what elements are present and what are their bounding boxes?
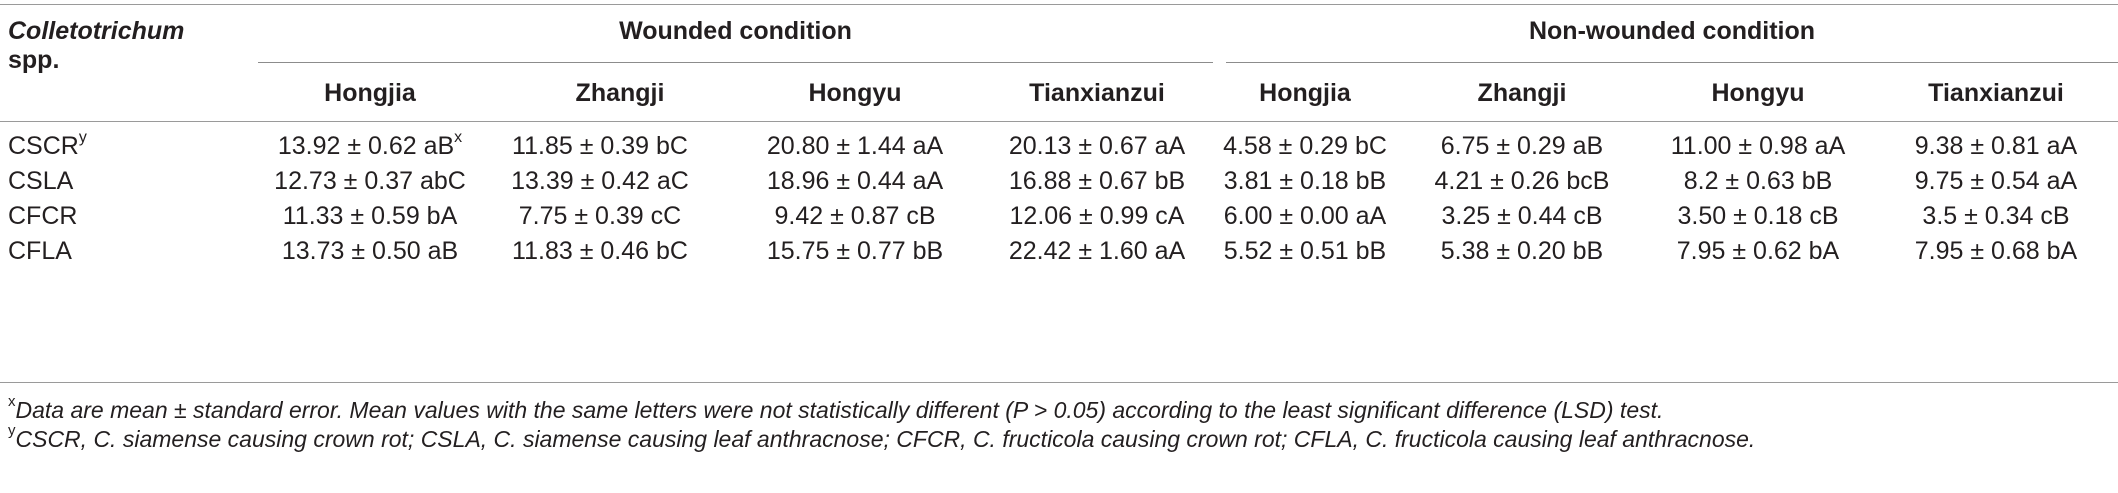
table-cell: 8.2 ± 0.63 bB — [1648, 166, 1868, 196]
table-cell: 6.75 ± 0.29 aB — [1412, 131, 1632, 161]
table-cell: 9.42 ± 0.87 cB — [735, 201, 975, 231]
table-cell-value: 16.88 ± 0.67 bB — [1008, 167, 1186, 195]
footnote-x-text: Data are mean ± standard error. Mean val… — [15, 397, 1664, 423]
table-cell-value: 7.75 ± 0.39 cC — [518, 202, 682, 230]
group-header-non-wounded: Non-wounded condition — [1528, 17, 1816, 45]
row-label-cfla: CFLA — [8, 236, 72, 266]
table-cell-value: 15.75 ± 0.77 bB — [766, 237, 944, 265]
table-cell-value: 3.50 ± 0.18 cB — [1677, 202, 1839, 230]
table-cell-value: 11.33 ± 0.59 bA — [282, 202, 458, 230]
table-cell-value: 9.42 ± 0.87 cB — [774, 202, 936, 230]
non-wounded-group-rule — [1226, 62, 2118, 63]
column-header-hongjia-non-wounded: Hongjia — [1259, 79, 1351, 107]
table-cell: 11.00 ± 0.98 aA — [1648, 131, 1868, 161]
table-bottom-rule — [0, 382, 2118, 383]
table-cell: 9.38 ± 0.81 aA — [1881, 131, 2111, 161]
row-label-text: CFLA — [8, 237, 72, 265]
table-cell: 11.83 ± 0.46 bC — [480, 236, 720, 266]
table-cell: 3.5 ± 0.34 cB — [1881, 201, 2111, 231]
table-cell-value: 6.75 ± 0.29 aB — [1440, 132, 1604, 160]
table-cell-value: 6.00 ± 0.00 aA — [1223, 202, 1387, 230]
row-label-text: CSCR — [8, 132, 79, 160]
table-cell: 7.95 ± 0.68 bA — [1881, 236, 2111, 266]
column-header-zhangji-wounded: Zhangji — [575, 79, 665, 107]
table-cell: 22.42 ± 1.60 aA — [977, 236, 1217, 266]
group-header-wounded: Wounded condition — [619, 17, 852, 45]
table-cell-value: 13.92 ± 0.62 aB — [277, 132, 455, 160]
table-cell: 13.92 ± 0.62 aBx — [250, 128, 490, 161]
table-cell: 9.75 ± 0.54 aA — [1881, 166, 2111, 196]
table-cell-value: 13.39 ± 0.42 aC — [511, 167, 689, 195]
table-cell-value: 20.13 ± 0.67 aA — [1008, 132, 1186, 160]
table-cell-value: 5.38 ± 0.20 bB — [1440, 237, 1604, 265]
table-cell-value: 4.58 ± 0.29 bC — [1223, 132, 1387, 160]
table-cell-value: 4.21 ± 0.26 bcB — [1434, 167, 1610, 195]
wounded-group-rule — [258, 62, 1213, 63]
table-cell-value: 7.95 ± 0.68 bA — [1914, 237, 2078, 265]
table-cell: 13.73 ± 0.50 aB — [250, 236, 490, 266]
table-cell-value: 3.81 ± 0.18 bB — [1223, 167, 1387, 195]
table-cell: 3.50 ± 0.18 cB — [1648, 201, 1868, 231]
footnote-y-text: CSCR, C. siamense causing crown rot; CSL… — [15, 426, 1756, 452]
table-cell: 5.38 ± 0.20 bB — [1412, 236, 1632, 266]
table-cell: 7.75 ± 0.39 cC — [480, 201, 720, 231]
table-cell-value: 3.5 ± 0.34 cB — [1922, 202, 2070, 230]
table-cell: 20.80 ± 1.44 aA — [735, 131, 975, 161]
table-cell-value: 13.73 ± 0.50 aB — [281, 237, 459, 265]
table-cell: 7.95 ± 0.62 bA — [1648, 236, 1868, 266]
footnote-mark-y: y — [8, 422, 16, 440]
table-cell-value: 11.00 ± 0.98 aA — [1670, 132, 1846, 160]
table-cell-value: 7.95 ± 0.62 bA — [1676, 237, 1840, 265]
table-cell-value: 11.85 ± 0.39 bC — [512, 132, 688, 160]
row-label-csla: CSLA — [8, 166, 73, 196]
table-cell: 3.25 ± 0.44 cB — [1412, 201, 1632, 231]
table-cell: 4.21 ± 0.26 bcB — [1412, 166, 1632, 196]
table-cell: 18.96 ± 0.44 aA — [735, 166, 975, 196]
column-header-hongyu-wounded: Hongyu — [808, 79, 902, 107]
table-cell: 15.75 ± 0.77 bB — [735, 236, 975, 266]
table-cell-value: 9.38 ± 0.81 aA — [1914, 132, 2078, 160]
column-header-tianxianzui-non-wounded: Tianxianzui — [1928, 79, 2064, 107]
table-cell-value: 8.2 ± 0.63 bB — [1683, 167, 1833, 195]
stub-header-spp: spp. — [8, 46, 60, 74]
table-cell-value: 3.25 ± 0.44 cB — [1441, 202, 1603, 230]
table-cell: 13.39 ± 0.42 aC — [480, 166, 720, 196]
header-bottom-rule — [0, 121, 2118, 122]
footnote-y: yCSCR, C. siamense causing crown rot; CS… — [8, 422, 2108, 454]
table-cell: 4.58 ± 0.29 bC — [1195, 131, 1415, 161]
table-cell-value: 12.06 ± 0.99 cA — [1009, 202, 1185, 230]
table-cell: 11.33 ± 0.59 bA — [250, 201, 490, 231]
table-cell-value: 20.80 ± 1.44 aA — [766, 132, 944, 160]
table-cell: 5.52 ± 0.51 bB — [1195, 236, 1415, 266]
row-label-text: CFCR — [8, 202, 78, 230]
footnote-mark-x: x — [8, 393, 16, 411]
table-cell: 16.88 ± 0.67 bB — [977, 166, 1217, 196]
table-cell-value: 5.52 ± 0.51 bB — [1223, 237, 1387, 265]
table-cell: 6.00 ± 0.00 aA — [1195, 201, 1415, 231]
table-cell: 12.73 ± 0.37 abC — [250, 166, 490, 196]
footnote-x: xData are mean ± standard error. Mean va… — [8, 393, 1664, 425]
column-header-hongjia-wounded: Hongjia — [324, 79, 416, 107]
table-cell: 3.81 ± 0.18 bB — [1195, 166, 1415, 196]
table-cell-value: 12.73 ± 0.37 abC — [274, 167, 466, 195]
table-cell-value: 22.42 ± 1.60 aA — [1008, 237, 1186, 265]
column-header-tianxianzui-wounded: Tianxianzui — [1029, 79, 1165, 107]
table-cell-value: 11.83 ± 0.46 bC — [512, 237, 688, 265]
row-label-text: CSLA — [8, 167, 74, 195]
table-cell: 12.06 ± 0.99 cA — [977, 201, 1217, 231]
row-label-superscript: y — [78, 128, 87, 146]
row-label-cscr: CSCRy — [8, 128, 87, 161]
stub-header-genus: Colletotrichum — [8, 17, 185, 45]
table-cell: 11.85 ± 0.39 bC — [480, 131, 720, 161]
column-header-hongyu-non-wounded: Hongyu — [1711, 79, 1805, 107]
table-cell-value: 18.96 ± 0.44 aA — [766, 167, 944, 195]
table-cell-value: 9.75 ± 0.54 aA — [1914, 167, 2078, 195]
column-header-zhangji-non-wounded: Zhangji — [1477, 79, 1567, 107]
table-cell: 20.13 ± 0.67 aA — [977, 131, 1217, 161]
table-cell-superscript: x — [454, 128, 463, 146]
row-label-cfcr: CFCR — [8, 201, 77, 231]
table-top-rule — [0, 4, 2118, 5]
